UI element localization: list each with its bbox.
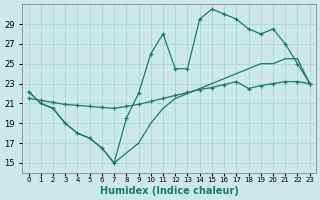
X-axis label: Humidex (Indice chaleur): Humidex (Indice chaleur) [100, 186, 239, 196]
